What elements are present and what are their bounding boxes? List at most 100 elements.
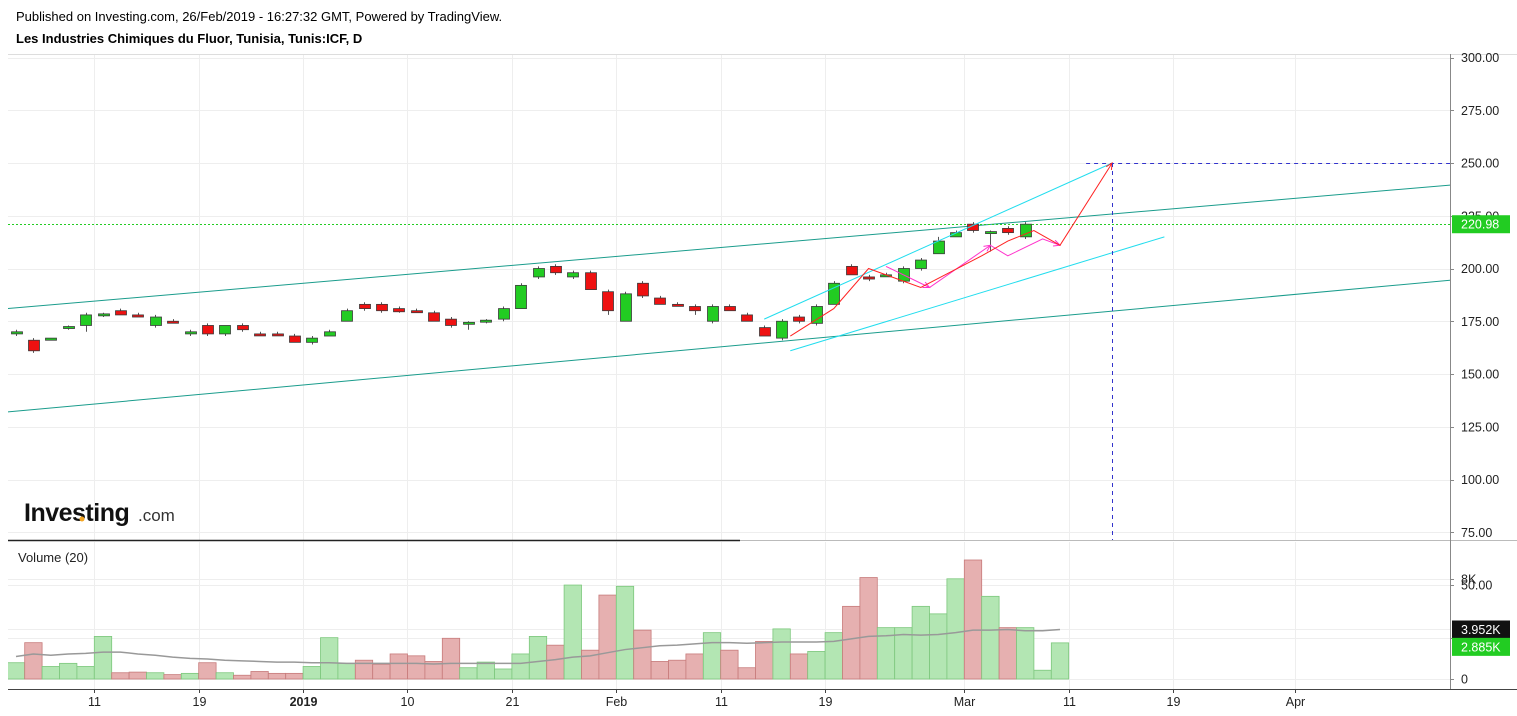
volume-bar: [998, 627, 1017, 680]
volume-bar: [737, 667, 756, 680]
price-tick-label: 250.00: [1461, 157, 1499, 171]
volume-bar: [59, 662, 78, 680]
candle-body: [689, 306, 701, 312]
volume-bar: [285, 672, 304, 680]
pink-arrow-head: [983, 244, 992, 252]
candle: [463, 321, 475, 330]
volume-bar: [441, 637, 461, 680]
volume-last-label: 2.885K: [1461, 640, 1501, 654]
candle-body: [828, 282, 840, 305]
candle-body: [533, 268, 545, 278]
volume-bar: [546, 644, 565, 680]
candle-body: [237, 325, 249, 331]
cyan-channel-upper-line: [763, 162, 1113, 320]
candle: [185, 329, 197, 337]
candle: [306, 336, 318, 345]
candle: [202, 323, 214, 337]
pink-arrow-head: [922, 281, 931, 288]
volume-bar: [302, 666, 321, 680]
volume-bar: [476, 661, 495, 680]
candle-body: [602, 291, 614, 312]
candle: [428, 310, 440, 322]
candle-body: [132, 314, 144, 318]
volume-bar: [76, 666, 95, 680]
investing-logo-suffix: .com: [138, 506, 175, 525]
volume-bar: [1033, 669, 1052, 680]
candle: [98, 312, 110, 318]
candle-body: [428, 312, 440, 322]
candle-body: [202, 325, 214, 335]
candle-body: [654, 297, 666, 305]
candle-body: [585, 272, 597, 291]
candle: [585, 270, 597, 291]
price-tick-label: 200.00: [1461, 262, 1499, 276]
candle: [341, 308, 353, 322]
candle: [1020, 222, 1032, 239]
candle: [115, 308, 127, 316]
candle-body: [515, 284, 527, 309]
candle-body: [411, 310, 423, 314]
candle-body: [185, 331, 197, 335]
candle-body: [98, 313, 110, 317]
price-tick-label: 125.00: [1461, 420, 1499, 434]
trend-channel-upper-line: [8, 184, 1450, 310]
volume-bar: [146, 672, 165, 680]
candle-body: [480, 319, 492, 323]
volume-bar: [911, 605, 930, 680]
investing-logo-dot: [79, 516, 85, 522]
candle: [620, 291, 632, 322]
volume-bar: [407, 655, 426, 680]
pink-wave-path: [885, 238, 1061, 289]
volume-bar: [650, 661, 669, 680]
candle-body: [567, 272, 579, 278]
volume-bar: [128, 671, 147, 680]
candle: [237, 323, 249, 332]
candle: [411, 308, 423, 314]
candle-body: [272, 333, 284, 337]
volume-bar: [981, 595, 1000, 680]
candle-body: [115, 310, 127, 316]
candle: [219, 325, 231, 337]
candle: [602, 289, 614, 315]
last-price-label: 220.98: [1461, 218, 1499, 232]
candle: [515, 283, 527, 309]
candle: [846, 264, 858, 276]
candle: [393, 306, 405, 313]
candles: [11, 222, 1032, 353]
candle-body: [672, 303, 684, 307]
candle: [63, 325, 75, 330]
volume-tick-label: 8K: [1461, 572, 1477, 586]
candle-body: [376, 303, 388, 312]
time-tick-label: Mar: [954, 695, 976, 709]
candle: [863, 274, 875, 282]
candle: [45, 337, 57, 341]
volume-bar: [563, 584, 582, 680]
volume-bar: [755, 641, 774, 680]
candle: [967, 222, 979, 233]
candle: [550, 264, 562, 275]
volume-plot: [8, 559, 1070, 680]
volume-bar: [111, 672, 130, 680]
volume-bar: [789, 653, 809, 680]
candle: [811, 304, 823, 326]
volume-moving-average-line: [15, 628, 1061, 665]
candle: [498, 306, 510, 322]
candle-body: [793, 316, 805, 322]
candle-body: [167, 320, 179, 324]
candle-body: [915, 259, 927, 269]
candle-body: [1002, 228, 1014, 234]
volume-bar: [668, 659, 687, 680]
time-tick-label: 2019: [290, 695, 318, 709]
candle: [132, 312, 144, 318]
candle-body: [846, 265, 858, 276]
volume-bar: [859, 577, 878, 680]
candle: [28, 338, 40, 353]
volume-bar: [215, 672, 234, 680]
volume-bar: [772, 628, 791, 680]
volume-bar: [389, 653, 408, 680]
volume-bar: [633, 629, 652, 680]
price-tick-label: 75.00: [1461, 526, 1492, 540]
candle-body: [11, 331, 23, 335]
volume-bar: [41, 666, 60, 680]
